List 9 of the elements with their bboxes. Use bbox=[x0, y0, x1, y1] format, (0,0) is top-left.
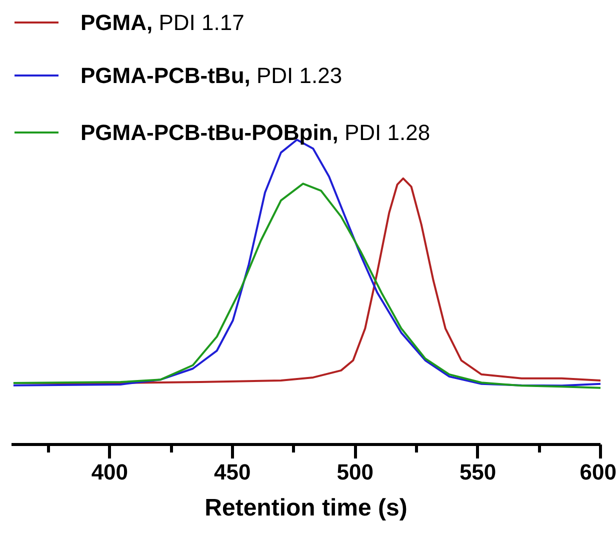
x-axis-title: Retention time (s) bbox=[204, 494, 408, 522]
x-tick-label: 500 bbox=[336, 460, 374, 484]
legend-label: PGMA-PCB-tBu, PDI 1.23 bbox=[80, 63, 342, 88]
x-tick-label: 550 bbox=[459, 460, 496, 484]
x-tick-label: 400 bbox=[91, 460, 128, 484]
legend-label: PGMA-PCB-tBu-POBpin, PDI 1.28 bbox=[80, 120, 430, 145]
x-tick-label: 450 bbox=[214, 460, 251, 484]
legend-label: PGMA, PDI 1.17 bbox=[80, 10, 244, 35]
x-tick-label: 600 bbox=[580, 460, 616, 484]
